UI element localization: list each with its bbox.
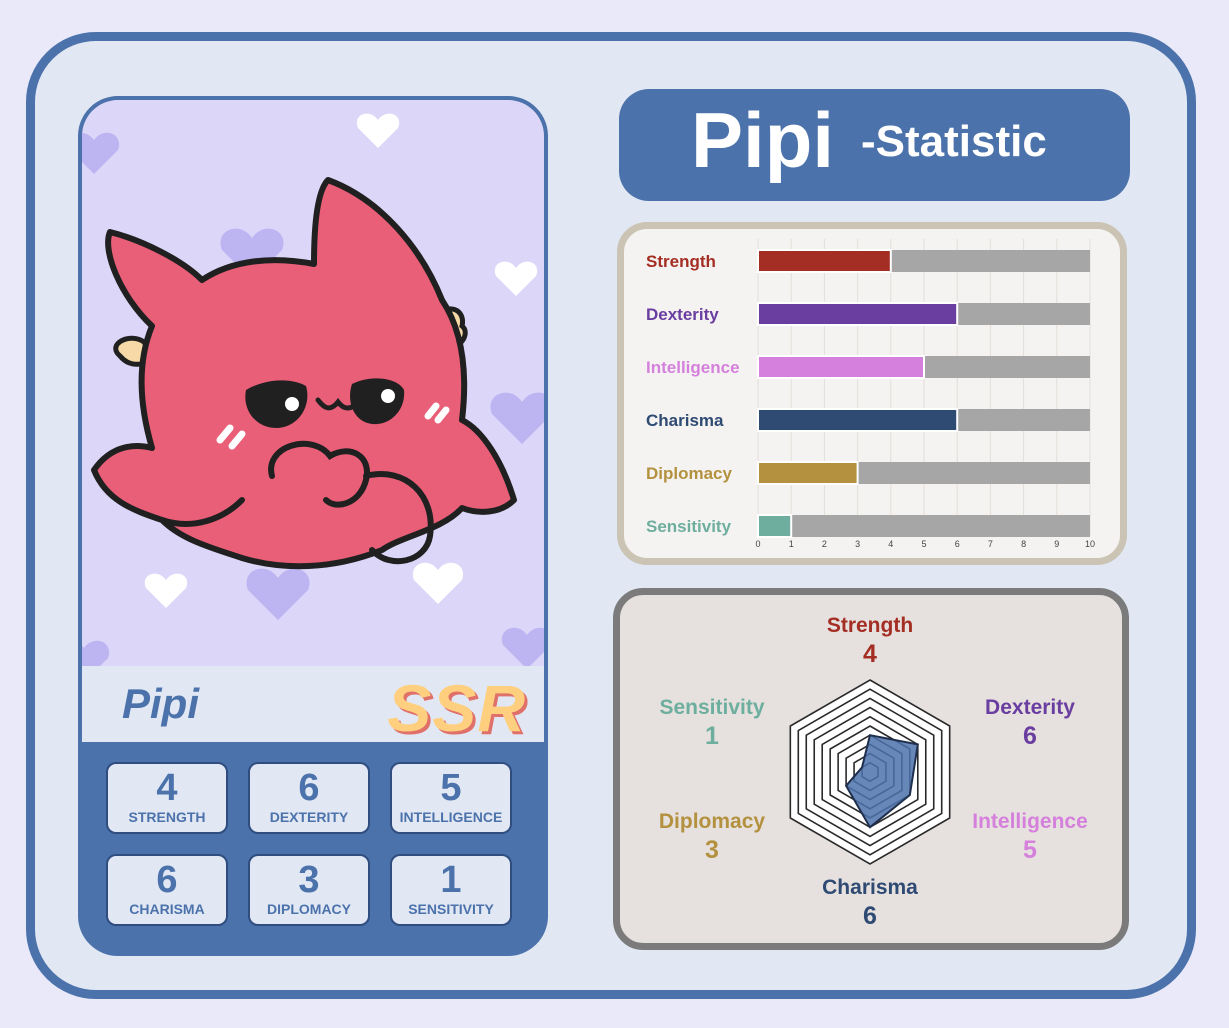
radar-axis-value: 1 bbox=[705, 722, 719, 750]
stat-value: 6 bbox=[156, 859, 178, 901]
nameplate: Pipi SSR bbox=[82, 666, 544, 745]
x-tick-label: 1 bbox=[789, 539, 794, 549]
x-tick-label: 5 bbox=[921, 539, 926, 549]
radar-axis-name: Charisma bbox=[822, 876, 918, 899]
stat-label: STRENGTH bbox=[128, 809, 206, 825]
stat-label: INTELLIGENCE bbox=[399, 809, 503, 825]
x-tick-label: 9 bbox=[1054, 539, 1059, 549]
bar-intelligence bbox=[757, 355, 925, 379]
stat-label: SENSITIVITY bbox=[408, 901, 494, 917]
character-card[interactable]: Pipi SSR 4 STRENGTH 6 DEXTERITY 5 INTELL… bbox=[78, 96, 548, 956]
radar-label-dexterity: Dexterity 6 bbox=[950, 695, 1110, 751]
stat-label: DIPLOMACY bbox=[267, 901, 351, 917]
radar-axis-value: 4 bbox=[863, 640, 877, 668]
x-tick-label: 10 bbox=[1085, 539, 1095, 549]
bar-category-label: Charisma bbox=[646, 411, 724, 430]
bar-dexterity bbox=[757, 302, 959, 326]
radar-ring bbox=[797, 688, 943, 856]
bar-category-label: Intelligence bbox=[646, 358, 740, 377]
stat-box-strength[interactable]: 4 STRENGTH bbox=[106, 762, 228, 834]
bar-chart: Strength Dexterity Intelligence Charisma Dip… bbox=[646, 239, 1095, 549]
radar-axis-value: 6 bbox=[1023, 722, 1037, 750]
stat-box-diplomacy[interactable]: 3 DIPLOMACY bbox=[248, 854, 370, 926]
stat-value: 1 bbox=[440, 859, 462, 901]
bar-sensitivity bbox=[757, 514, 793, 538]
radar-axis-value: 6 bbox=[863, 902, 877, 930]
stat-box-dexterity[interactable]: 6 DEXTERITY bbox=[248, 762, 370, 834]
bar-strength bbox=[757, 249, 892, 273]
bar-category-label: Diplomacy bbox=[646, 464, 733, 483]
radar-chart-panel: Strength 4 Dexterity 6 Intelligence 5 Charisma… bbox=[613, 588, 1129, 950]
stat-value: 6 bbox=[298, 767, 320, 809]
radar-ring bbox=[813, 706, 927, 838]
radar-label-diplomacy: Diplomacy 3 bbox=[632, 809, 792, 865]
x-tick-label: 3 bbox=[855, 539, 860, 549]
stat-box-sensitivity[interactable]: 1 SENSITIVITY bbox=[390, 854, 512, 926]
radar-axis-name: Diplomacy bbox=[658, 810, 766, 833]
stat-grid: 4 STRENGTH 6 DEXTERITY 5 INTELLIGENCE 6 … bbox=[106, 762, 526, 932]
heart-icon bbox=[144, 113, 538, 608]
x-tick-label: 2 bbox=[822, 539, 827, 549]
bar-category-label: Sensitivity bbox=[646, 517, 732, 536]
radar-label-sensitivity: Sensitivity 1 bbox=[632, 695, 792, 751]
bar-diplomacy bbox=[757, 461, 859, 485]
radar-axis-name: Intelligence bbox=[972, 810, 1088, 833]
bar-category-label: Dexterity bbox=[646, 305, 719, 324]
bar-remainder bbox=[758, 515, 1090, 537]
radar-data-area bbox=[844, 734, 919, 829]
radar-axis-name: Dexterity bbox=[985, 696, 1075, 719]
heart-icon bbox=[82, 132, 544, 666]
page-subtitle: -Statistic bbox=[861, 117, 1047, 166]
stat-label: DEXTERITY bbox=[269, 809, 349, 825]
title-banner: Pipi -Statistic bbox=[619, 89, 1130, 201]
x-tick-label: 4 bbox=[888, 539, 893, 549]
radar-label-intelligence: Intelligence 5 bbox=[950, 809, 1110, 865]
radar-ring bbox=[805, 697, 935, 847]
x-tick-label: 0 bbox=[755, 539, 760, 549]
radar-axis-value: 5 bbox=[1023, 836, 1037, 864]
stat-value: 4 bbox=[156, 767, 178, 809]
radar-chart bbox=[789, 679, 951, 865]
stat-value: 5 bbox=[440, 767, 462, 809]
character-name: Pipi bbox=[122, 680, 200, 727]
x-tick-label: 6 bbox=[955, 539, 960, 549]
bar-chart-panel: Strength Dexterity Intelligence Charisma Dip… bbox=[617, 222, 1127, 565]
radar-label-strength: Strength 4 bbox=[790, 613, 950, 669]
creature-illustration bbox=[82, 113, 544, 666]
radar-axis-name: Sensitivity bbox=[659, 696, 765, 719]
radar-label-charisma: Charisma 6 bbox=[790, 875, 950, 931]
character-art bbox=[82, 100, 544, 666]
stat-value: 3 bbox=[298, 859, 320, 901]
x-tick-label: 7 bbox=[988, 539, 993, 549]
stat-label: CHARISMA bbox=[129, 901, 205, 917]
rarity-badge: SSR bbox=[387, 671, 526, 745]
stat-box-intelligence[interactable]: 5 INTELLIGENCE bbox=[390, 762, 512, 834]
radar-axis-value: 3 bbox=[705, 836, 719, 864]
page-title: Pipi bbox=[691, 96, 835, 184]
stat-box-charisma[interactable]: 6 CHARISMA bbox=[106, 854, 228, 926]
radar-axis-name: Strength bbox=[826, 614, 914, 637]
x-tick-label: 8 bbox=[1021, 539, 1026, 549]
bar-category-label: Strength bbox=[646, 252, 716, 271]
bar-charisma bbox=[757, 408, 959, 432]
